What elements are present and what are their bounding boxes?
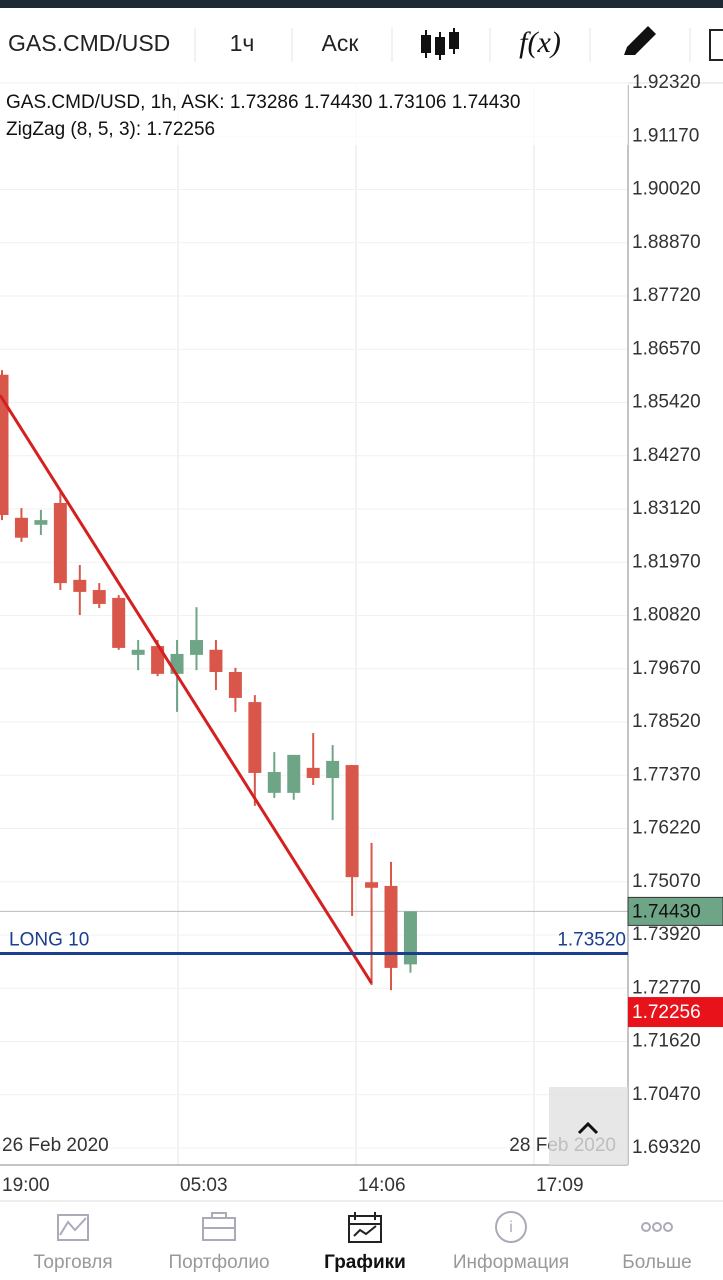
nav-item[interactable]: Графики: [324, 1252, 406, 1273]
candle-body: [0, 374, 9, 516]
bottom-nav: [0, 1200, 723, 1280]
candle-body: [53, 502, 67, 584]
y-tick-label: 1.76220: [632, 818, 701, 839]
candle-body: [228, 671, 242, 698]
candle-body: [287, 754, 301, 793]
y-tick-label: 1.73920: [632, 924, 701, 945]
position-price: 1.73520: [557, 930, 626, 951]
nav-item[interactable]: Портфолио: [168, 1252, 269, 1273]
nav-item[interactable]: Больше: [622, 1252, 691, 1273]
position-label: LONG 10: [9, 930, 89, 951]
y-tick-label: 1.77370: [632, 764, 701, 785]
y-tick-label: 1.70470: [632, 1084, 701, 1105]
nav-icon: [57, 1214, 89, 1241]
candle-body: [131, 649, 145, 655]
x-tick-label: 17:09: [536, 1175, 584, 1196]
y-tick-label: 1.85420: [632, 392, 701, 413]
y-tick-label: 1.79670: [632, 658, 701, 679]
y-tick-label: 1.91170: [632, 125, 699, 146]
current-price-badge: [627, 896, 723, 926]
candle-body: [112, 597, 126, 648]
y-tick-label: 1.72770: [632, 977, 701, 998]
candle-body: [14, 517, 28, 538]
chevron: [577, 1121, 599, 1135]
candle-body: [209, 649, 223, 672]
nav-icon: [641, 1222, 651, 1232]
y-tick-label: 1.78520: [632, 711, 701, 732]
draw-button[interactable]: [624, 26, 656, 55]
candle-body: [190, 640, 203, 655]
nav-icon: [348, 1212, 382, 1243]
symbol-button[interactable]: GAS.CMD/USD: [8, 30, 170, 56]
y-tick-label: 1.81970: [632, 551, 701, 572]
candle-body: [403, 911, 417, 965]
x-tick-label: 14:06: [358, 1175, 406, 1196]
y-tick-label: 1.71620: [632, 1031, 701, 1052]
nav-icon: [663, 1222, 673, 1232]
candle-body: [151, 646, 165, 674]
candle-body: [345, 765, 359, 878]
y-tick-label: 1.84270: [632, 445, 701, 466]
price-side-button[interactable]: Аск: [322, 30, 360, 56]
zigzag-price-label: 1.72256: [632, 1002, 701, 1023]
y-tick-label: 1.75070: [632, 871, 701, 892]
indicator-button[interactable]: f(x): [519, 26, 561, 59]
candle-body: [267, 772, 281, 793]
candle-body: [73, 579, 87, 592]
zigzag-line: [0, 394, 373, 984]
candle-body: [365, 882, 379, 888]
more-button[interactable]: [709, 29, 723, 61]
current-price-label: 1.74430: [632, 901, 701, 922]
indicator-label: ZigZag (8, 5, 3): 1.72256: [6, 119, 215, 140]
candle-body: [248, 702, 262, 773]
y-tick-label: 1.80820: [632, 605, 701, 626]
candle-body: [326, 760, 340, 779]
candle-body: [34, 520, 48, 525]
y-tick-label: 1.69320: [632, 1137, 701, 1158]
y-tick-label: 1.88870: [632, 232, 701, 253]
nav-item[interactable]: Торговля: [33, 1252, 112, 1273]
y-tick-label: 1.90020: [632, 179, 701, 200]
legend-bg: [0, 85, 628, 145]
x-tick-label: 05:03: [180, 1175, 228, 1196]
nav-icon: [202, 1212, 236, 1241]
candle-body: [92, 590, 106, 604]
nav-item[interactable]: Информация: [453, 1252, 569, 1273]
y-tick-label: 1.92320: [632, 72, 701, 93]
y-tick-label: 1.87720: [632, 285, 701, 306]
timeframe-button[interactable]: 1ч: [230, 30, 255, 56]
chart-title: GAS.CMD/USD, 1h, ASK: 1.73286 1.74430 1.…: [6, 92, 520, 113]
candle-body: [306, 767, 320, 779]
nav-icon: [652, 1222, 662, 1232]
zigzag-price-badge: [628, 997, 723, 1028]
info-glyph: i: [509, 1219, 513, 1236]
nav-icon: [495, 1211, 527, 1243]
toolbar: [0, 8, 723, 83]
candle-body: [384, 885, 398, 968]
y-tick-label: 1.83120: [632, 498, 701, 519]
status-bar: [0, 0, 723, 8]
date-label: 26 Feb 2020: [2, 1135, 109, 1156]
x-tick-label: 19:00: [2, 1175, 50, 1196]
chart-type-button[interactable]: [421, 28, 459, 60]
y-tick-label: 1.86570: [632, 338, 701, 359]
